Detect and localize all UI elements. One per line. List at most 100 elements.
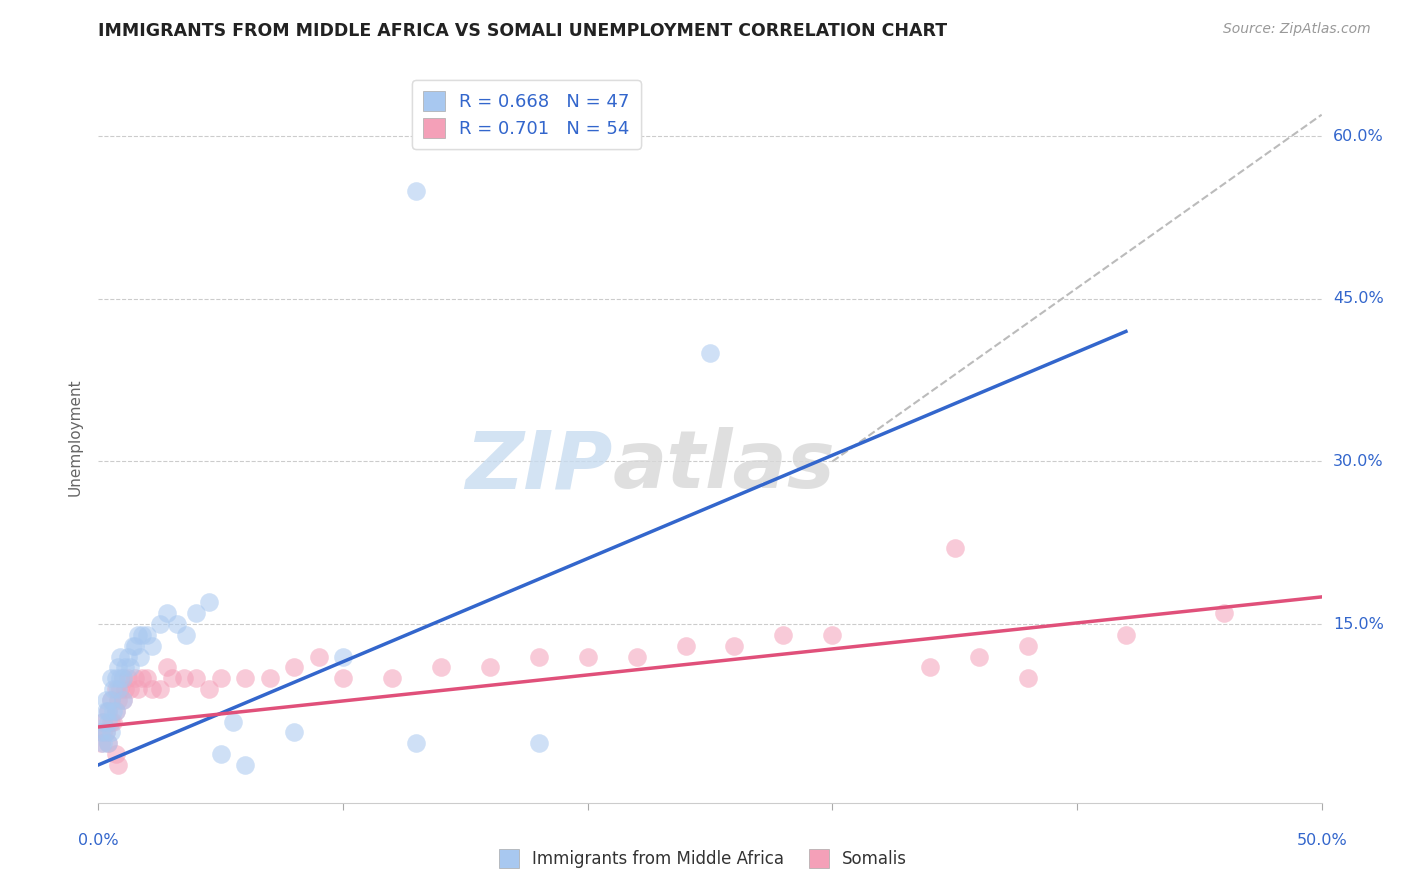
- Point: [91, 725, 114, 739]
- Point: [699, 346, 721, 360]
- Point: [259, 671, 281, 685]
- Point: [124, 639, 146, 653]
- Text: 15.0%: 15.0%: [1333, 616, 1384, 632]
- Point: [283, 725, 305, 739]
- Text: IMMIGRANTS FROM MIDDLE AFRICA VS SOMALI UNEMPLOYMENT CORRELATION CHART: IMMIGRANTS FROM MIDDLE AFRICA VS SOMALI …: [98, 22, 948, 40]
- Point: [675, 639, 697, 653]
- Point: [209, 671, 232, 685]
- Point: [149, 617, 172, 632]
- Point: [332, 671, 354, 685]
- Point: [100, 693, 122, 707]
- Text: 60.0%: 60.0%: [1333, 128, 1384, 144]
- Point: [141, 639, 163, 653]
- Point: [90, 736, 112, 750]
- Text: Source: ZipAtlas.com: Source: ZipAtlas.com: [1223, 22, 1371, 37]
- Point: [149, 681, 172, 696]
- Point: [111, 693, 134, 707]
- Point: [121, 639, 143, 653]
- Point: [131, 628, 153, 642]
- Point: [186, 606, 208, 620]
- Point: [114, 660, 136, 674]
- Point: [97, 704, 120, 718]
- Point: [1212, 606, 1234, 620]
- Point: [110, 671, 132, 685]
- Point: [100, 725, 122, 739]
- Point: [197, 595, 219, 609]
- Point: [117, 649, 139, 664]
- Point: [166, 617, 188, 632]
- Point: [107, 693, 129, 707]
- Point: [920, 660, 942, 674]
- Point: [156, 606, 179, 620]
- Point: [117, 671, 139, 685]
- Point: [527, 649, 550, 664]
- Point: [111, 671, 134, 685]
- Point: [127, 628, 149, 642]
- Point: [94, 725, 117, 739]
- Point: [821, 628, 844, 642]
- Point: [173, 671, 195, 685]
- Point: [176, 628, 198, 642]
- Point: [97, 704, 120, 718]
- Point: [90, 725, 112, 739]
- Legend: R = 0.668   N = 47, R = 0.701   N = 54: R = 0.668 N = 47, R = 0.701 N = 54: [412, 80, 641, 149]
- Text: ZIP: ZIP: [465, 427, 612, 506]
- Point: [527, 736, 550, 750]
- Point: [104, 704, 127, 718]
- Point: [381, 671, 404, 685]
- Point: [107, 660, 129, 674]
- Point: [222, 714, 245, 729]
- Point: [129, 649, 152, 664]
- Point: [136, 628, 159, 642]
- Point: [91, 714, 114, 729]
- Point: [111, 671, 134, 685]
- Point: [772, 628, 794, 642]
- Point: [723, 639, 745, 653]
- Point: [332, 649, 354, 664]
- Point: [209, 747, 232, 761]
- Point: [626, 649, 648, 664]
- Point: [430, 660, 453, 674]
- Text: 45.0%: 45.0%: [1333, 292, 1384, 307]
- Point: [233, 671, 256, 685]
- Point: [104, 704, 127, 718]
- Point: [197, 681, 219, 696]
- Point: [100, 714, 122, 729]
- Point: [100, 671, 122, 685]
- Point: [111, 693, 134, 707]
- Legend: Immigrants from Middle Africa, Somalis: Immigrants from Middle Africa, Somalis: [492, 843, 914, 875]
- Point: [943, 541, 966, 556]
- Point: [114, 681, 136, 696]
- Point: [967, 649, 990, 664]
- Point: [101, 704, 124, 718]
- Point: [1017, 639, 1039, 653]
- Point: [120, 660, 142, 674]
- Point: [101, 714, 124, 729]
- Text: 0.0%: 0.0%: [79, 833, 118, 848]
- Point: [110, 649, 132, 664]
- Point: [91, 714, 114, 729]
- Point: [124, 671, 146, 685]
- Point: [97, 714, 120, 729]
- Point: [233, 757, 256, 772]
- Point: [104, 747, 127, 761]
- Point: [104, 671, 127, 685]
- Point: [576, 649, 599, 664]
- Point: [97, 736, 120, 750]
- Point: [308, 649, 330, 664]
- Point: [107, 681, 129, 696]
- Text: 30.0%: 30.0%: [1333, 454, 1384, 469]
- Point: [1017, 671, 1039, 685]
- Text: atlas: atlas: [612, 427, 835, 506]
- Point: [94, 704, 117, 718]
- Point: [110, 681, 132, 696]
- Point: [104, 681, 127, 696]
- Point: [186, 671, 208, 685]
- Y-axis label: Unemployment: Unemployment: [67, 378, 83, 496]
- Point: [97, 736, 120, 750]
- Point: [91, 736, 114, 750]
- Point: [101, 681, 124, 696]
- Point: [94, 693, 117, 707]
- Point: [131, 671, 153, 685]
- Text: 50.0%: 50.0%: [1296, 833, 1347, 848]
